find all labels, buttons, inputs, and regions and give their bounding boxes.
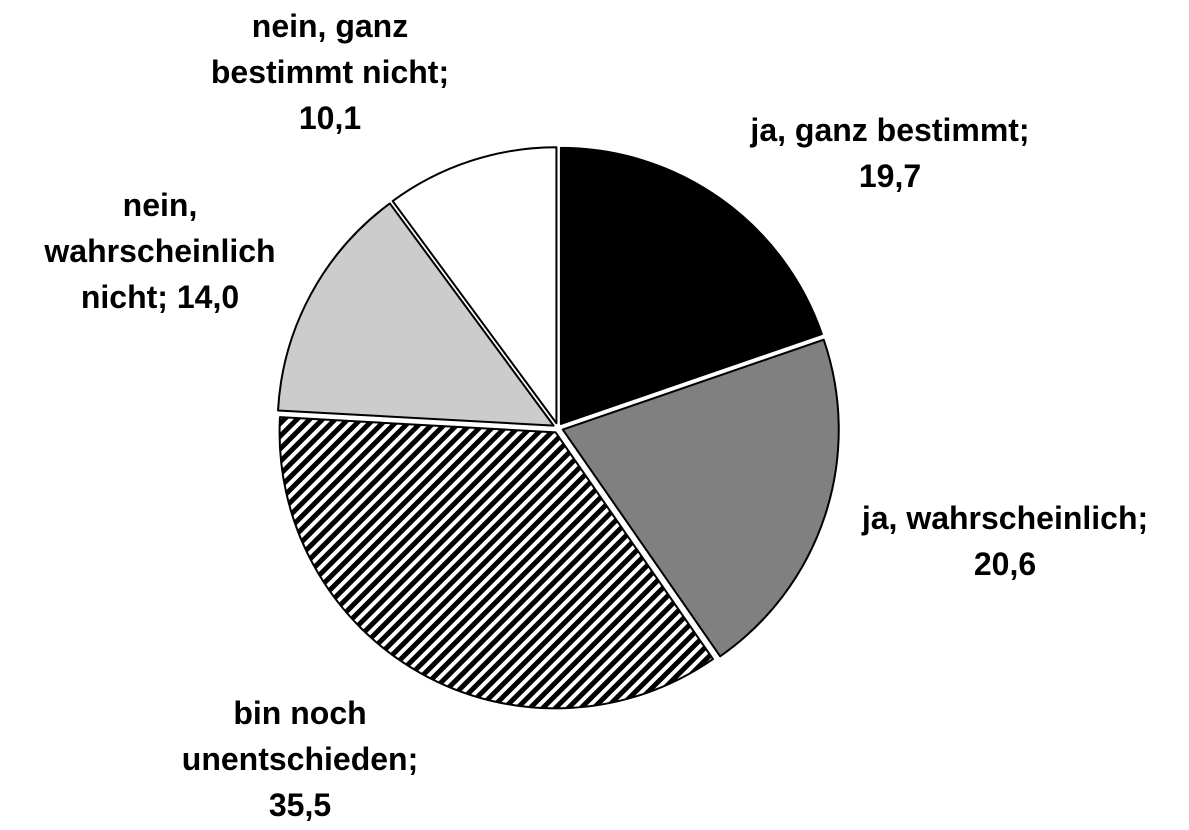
slice bbox=[561, 338, 840, 658]
slice-label: bin noch unentschieden; 35,5 bbox=[175, 690, 425, 828]
slice bbox=[391, 146, 558, 425]
slice bbox=[559, 146, 823, 425]
value-label: 14,0 bbox=[176, 279, 240, 315]
slice bbox=[278, 416, 714, 710]
slice bbox=[277, 202, 555, 427]
category: nein, ganz bestimmt nicht; bbox=[210, 8, 450, 90]
category: ja, ganz bestimmt; bbox=[750, 112, 1030, 148]
slice-label: nein, wahrscheinlich nicht; 14,0 bbox=[15, 182, 305, 320]
category: nein, wahrscheinlich nicht; bbox=[44, 187, 276, 315]
value-label: 20,6 bbox=[973, 546, 1037, 582]
value-label: 19,7 bbox=[858, 158, 922, 194]
slice-label: ja, wahrscheinlich; 20,6 bbox=[830, 495, 1180, 587]
value-label: 10,1 bbox=[298, 100, 362, 136]
category: ja, wahrscheinlich; bbox=[861, 500, 1149, 536]
slice-label: ja, ganz bestimmt; 19,7 bbox=[720, 107, 1060, 199]
category: bin noch unentschieden; bbox=[181, 695, 419, 777]
value-label: 35,5 bbox=[268, 787, 332, 823]
slice-label: nein, ganz bestimmt nicht; 10,1 bbox=[180, 3, 480, 141]
